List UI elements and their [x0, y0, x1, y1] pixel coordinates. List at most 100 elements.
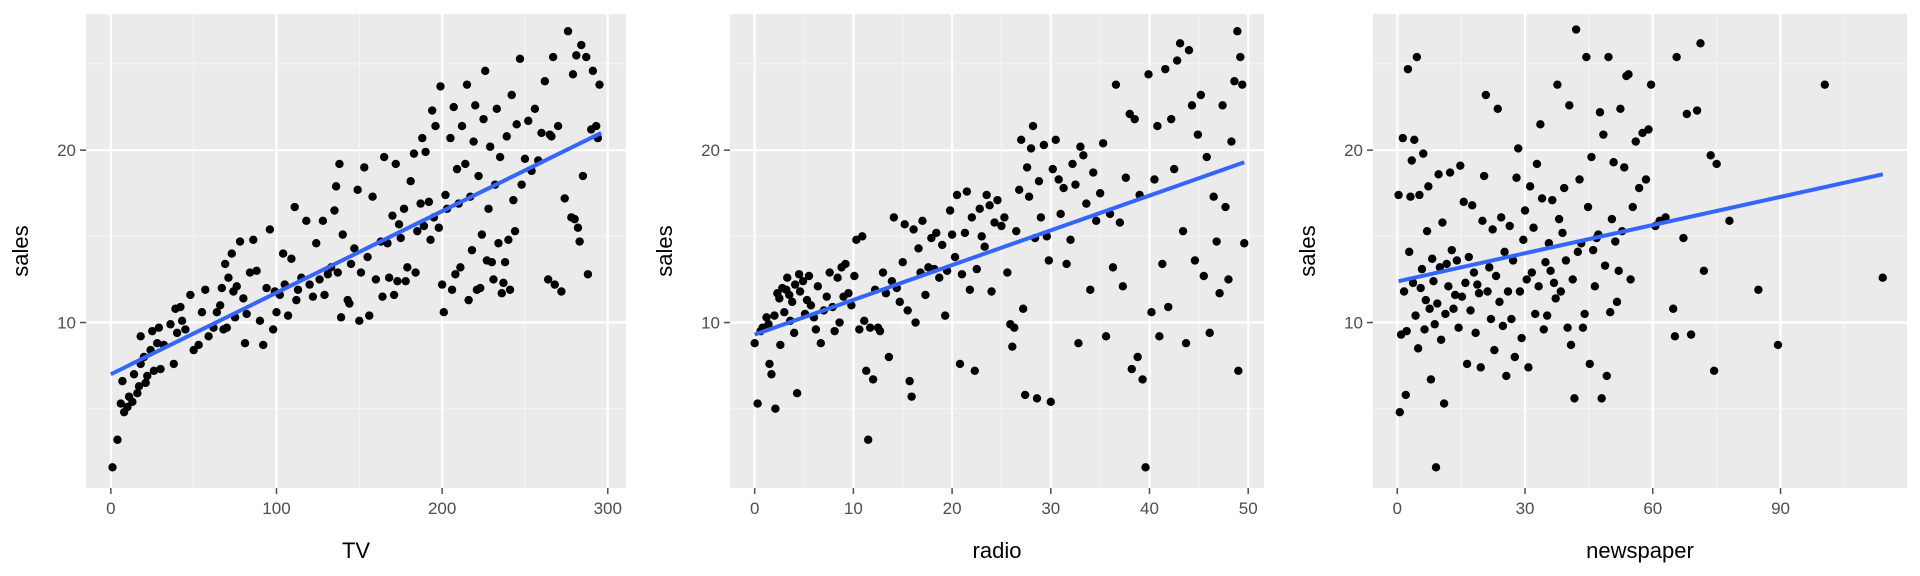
radio-data-point [855, 325, 864, 334]
newspaper-data-point [1517, 333, 1526, 343]
newspaper-data-point [1578, 323, 1588, 332]
newspaper-data-point [1449, 304, 1458, 313]
newspaper-data-point [1479, 171, 1489, 181]
newspaper-data-point [1602, 371, 1611, 381]
tv-data-point [447, 285, 457, 294]
newspaper-data-point [1597, 394, 1606, 403]
tv-data-point [252, 266, 261, 276]
radio-data-point [850, 271, 859, 281]
tv-data-point [572, 51, 581, 60]
newspaper-data-point [1476, 363, 1485, 372]
tv-data-point [504, 235, 513, 244]
radio-data-point [987, 287, 996, 296]
radio-data-point [860, 316, 869, 326]
tv-data-point [517, 180, 526, 189]
tv-data-point [492, 104, 501, 114]
tv-data-point [524, 116, 533, 126]
tv-data-point [477, 230, 487, 239]
tv-data-point [481, 66, 490, 76]
tv-data-point [553, 121, 563, 131]
radio-data-point [1034, 176, 1044, 186]
newspaper-data-point [1452, 256, 1462, 265]
tv-data-point [133, 389, 142, 398]
newspaper-data-point [1485, 263, 1494, 272]
radio-data-point [1089, 168, 1098, 177]
radio-data-point [960, 228, 970, 238]
tv-data-point [462, 80, 472, 89]
tv-data-point [394, 220, 404, 229]
newspaper-data-point [1415, 190, 1424, 200]
radio-data-point [985, 201, 994, 210]
tv-data-point [242, 309, 251, 319]
tv-data-point [292, 295, 301, 305]
newspaper-data-point [1679, 233, 1688, 243]
tv-data-point [456, 263, 465, 272]
radio-data-point [1032, 394, 1042, 403]
radio-data-point [1224, 275, 1233, 284]
newspaper-data-point [1682, 109, 1692, 119]
tv-data-point [507, 90, 516, 100]
tv-data-point [512, 120, 521, 129]
tv-data-point [548, 52, 558, 62]
tv-data-point [497, 289, 506, 298]
radio-data-point [785, 290, 794, 300]
radio-data-point [914, 244, 923, 253]
radio-data-point [844, 289, 853, 298]
newspaper-data-point [1454, 323, 1463, 332]
tv-data-point [431, 121, 440, 131]
tv-data-point [262, 283, 271, 293]
radio-data-point [965, 285, 975, 294]
tv-data-point [318, 216, 328, 226]
radio-data-point [938, 240, 947, 250]
newspaper-y-tick-label: 20 [1344, 141, 1363, 160]
tv-data-point [413, 226, 422, 236]
tv-data-point [588, 66, 598, 76]
radio-data-point [1133, 352, 1142, 362]
newspaper-data-point [1404, 247, 1414, 257]
tv-data-point [172, 328, 182, 338]
tv-data-point [452, 164, 462, 174]
newspaper-data-point [1412, 52, 1422, 62]
newspaper-data-point [1575, 175, 1584, 184]
newspaper-data-point [1515, 287, 1525, 296]
radio-data-point [1147, 307, 1156, 317]
radio-data-point [863, 435, 873, 444]
newspaper-data-point [1491, 271, 1501, 281]
newspaper-data-point [1462, 359, 1472, 369]
tv-data-point [502, 132, 511, 141]
tv-data-point [547, 132, 556, 141]
tv-data-point [239, 294, 248, 303]
radio-data-point [903, 306, 912, 315]
tv-data-point [143, 371, 152, 381]
newspaper-data-point [1609, 158, 1618, 167]
tv-data-point [308, 292, 318, 301]
tv-data-point [220, 259, 230, 269]
tv-x-tick-label: 200 [428, 499, 456, 518]
newspaper-data-point [1464, 252, 1474, 262]
tv-data-point [141, 378, 150, 388]
tv-data-point [520, 154, 530, 163]
radio-data-point [1101, 332, 1111, 341]
radio-data-point [975, 204, 984, 213]
newspaper-data-point [1456, 161, 1465, 170]
radio-data-point [993, 195, 1002, 205]
tv-data-point [356, 268, 366, 277]
tv-data-point [515, 54, 525, 64]
tv-data-point [204, 332, 213, 341]
tv-data-point [338, 230, 347, 239]
tv-data-point [268, 325, 278, 334]
tv-data-point [148, 326, 157, 336]
tv-data-point [245, 268, 255, 277]
newspaper-data-point [1686, 330, 1696, 339]
newspaper-x-axis-title: newspaper [1586, 538, 1694, 563]
radio-data-point [794, 270, 804, 279]
radio-data-point [835, 318, 844, 327]
tv-data-point [384, 273, 394, 282]
newspaper-data-point [1427, 254, 1437, 263]
radio-data-point [1230, 77, 1239, 86]
newspaper-x-tick-label: 30 [1516, 499, 1535, 518]
radio-data-point [765, 359, 774, 369]
radio-data-point [947, 230, 957, 239]
tv-data-point [123, 402, 132, 412]
tv-data-point [118, 376, 127, 386]
